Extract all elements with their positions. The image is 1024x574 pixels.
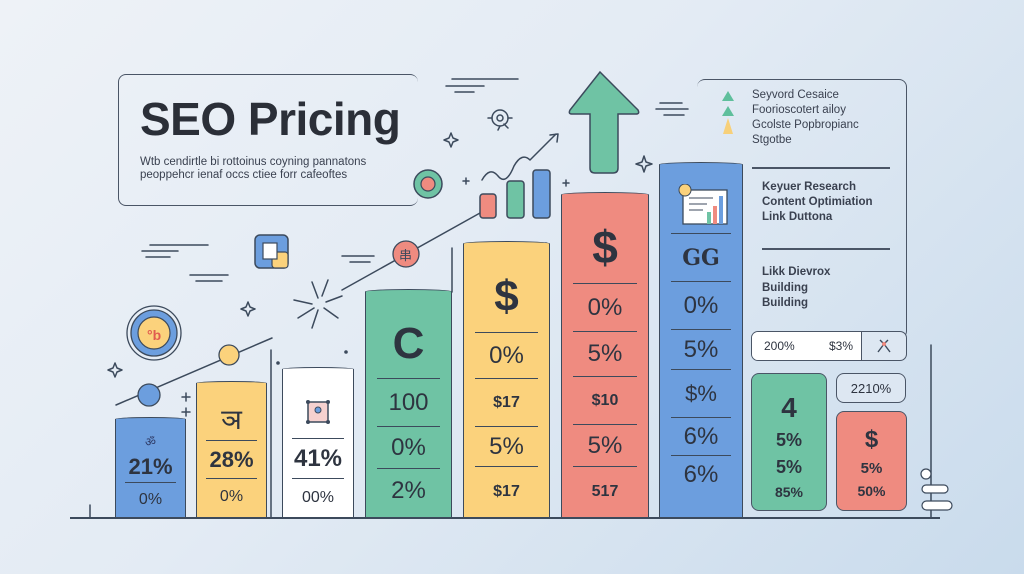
pricing-pillar-7[interactable]: GG 0% 5% $% 6% 6% [659, 162, 743, 517]
pillar-value: 28% [205, 440, 258, 478]
subtitle-line-1: Wtb cendirtle bi rottoinus coyning panna… [140, 156, 367, 168]
pricing-pillar-1[interactable]: ॐ 21% 0% [115, 417, 186, 517]
red-card[interactable]: $ 5% 50% [836, 411, 907, 511]
pillar-value: 6% [670, 455, 732, 493]
pillar-value: 517 [573, 466, 637, 516]
divider [762, 248, 890, 250]
card-value: 5% [775, 430, 802, 450]
svg-text:串: 串 [399, 249, 412, 264]
pillar-value: 21% [128, 454, 173, 479]
pillar-value: $% [670, 369, 732, 417]
pricing-pillar-3[interactable]: 41% 00% [282, 367, 354, 517]
refresh-icon: C [392, 319, 425, 368]
dollar-icon: $ [494, 272, 519, 321]
page-title: SEO Pricing [140, 93, 401, 145]
sparkle-icon [107, 132, 653, 378]
pillar-value: $10 [573, 376, 637, 424]
features-panel [697, 79, 907, 339]
plus-icon [181, 177, 570, 417]
pillar-value: 100 [377, 378, 440, 426]
pillar-value: 5% [573, 331, 637, 376]
divider [752, 167, 890, 169]
percent-pill: 2210% [836, 373, 906, 403]
svg-text:°b: °b [147, 327, 161, 343]
pillar-value: 5% [670, 329, 732, 369]
gift-icon: 串 [392, 240, 420, 268]
legend-item: Foorioscotert ailoy [752, 104, 846, 116]
pillar-value: 2% [377, 468, 440, 512]
gradient-bar-icon [723, 118, 733, 134]
dot-icon [276, 361, 280, 365]
triangle-up-icon [722, 91, 734, 101]
pillar-value: 0% [124, 482, 177, 516]
pillar-value: 5% [475, 426, 538, 466]
refresh-small-icon [137, 383, 161, 407]
feature-item: Building [762, 281, 808, 294]
subtitle-line-2: peoppehcr ienaf occs ctiee forr cafeofte… [140, 169, 348, 181]
pillar-value: $17 [475, 378, 538, 426]
legend-item: Seyvord Cesaice [752, 89, 839, 101]
green-card[interactable]: 4 5% 5% 85% [751, 373, 827, 511]
feature-item: Building [762, 297, 808, 309]
card-value: 5% [860, 460, 883, 477]
card-value: 5% [775, 457, 802, 477]
pillar-value: 5% [573, 424, 637, 466]
stat-right-value: $3% [828, 339, 853, 353]
card-value: 85% [774, 484, 804, 500]
pillar-value: 0% [670, 281, 732, 329]
feature-item: Keyuer Research [762, 181, 856, 193]
pillar-value: $17 [475, 466, 538, 516]
pricing-pillar-2[interactable]: ञ 28% 0% [196, 381, 267, 517]
target-icon [487, 109, 513, 131]
mini-bar-chart-icon [479, 169, 551, 219]
frame-icon [305, 368, 331, 438]
feature-list-2: Likk Dievrox Building Building [762, 265, 830, 312]
stat-bar[interactable]: 200% $3% [751, 331, 907, 361]
feature-item: Content Optimiation [762, 196, 873, 208]
glyph-icon: ञ [221, 404, 242, 435]
feature-list-1: Keyuer Research Content Optimiation Link… [762, 180, 873, 225]
pricing-pillar-6[interactable]: $ 0% 5% $10 5% 517 [561, 192, 649, 517]
up-arrow-icon [568, 70, 640, 174]
baseline [70, 517, 940, 519]
legend-item: Stgotbe [752, 134, 792, 146]
pillar-value: 00% [292, 478, 344, 516]
donut-icon [413, 169, 443, 199]
pillar-value: GG [670, 233, 732, 281]
network-icon[interactable] [862, 338, 906, 354]
stat-left-value: 200% [764, 339, 795, 353]
card-header: 4 [781, 392, 797, 423]
starburst-icon [293, 279, 343, 329]
pillar-value: 0% [377, 426, 440, 468]
report-icon [673, 163, 729, 233]
pillar-value: 41% [292, 438, 344, 478]
card-value: 50% [857, 483, 886, 499]
feature-item: Likk Dievrox [762, 266, 831, 278]
legend: Seyvord Cesaice Foorioscotert ailoy Gcol… [752, 88, 859, 148]
pillar-value: 0% [205, 478, 258, 514]
slider-handles-icon [920, 468, 953, 511]
pillar-value: 0% [475, 332, 538, 378]
dollar-icon: $ [592, 221, 618, 273]
pricing-pillar-5[interactable]: $ 0% $17 5% $17 [463, 241, 550, 517]
card-header: $ [864, 426, 879, 453]
pillar-value: 0% [573, 283, 637, 331]
window-icon [254, 234, 289, 269]
badge-icon: ॐ [145, 434, 156, 449]
triangle-up-icon [722, 106, 734, 116]
chat-bubble-icon [218, 344, 240, 366]
speed-lines-icon [141, 78, 689, 282]
page-subtitle: Wtb cendirtle bi rottoinus coyning panna… [140, 156, 410, 182]
legend-markers [722, 91, 734, 134]
legend-item: Gcolste Popbropianc [752, 119, 859, 131]
pricing-pillar-4[interactable]: C 100 0% 2% [365, 289, 452, 517]
feature-item: Link Duttona [762, 211, 833, 223]
coin-badge-icon: °b [126, 305, 182, 361]
title-card [118, 74, 418, 206]
pillar-value: 6% [670, 417, 732, 455]
